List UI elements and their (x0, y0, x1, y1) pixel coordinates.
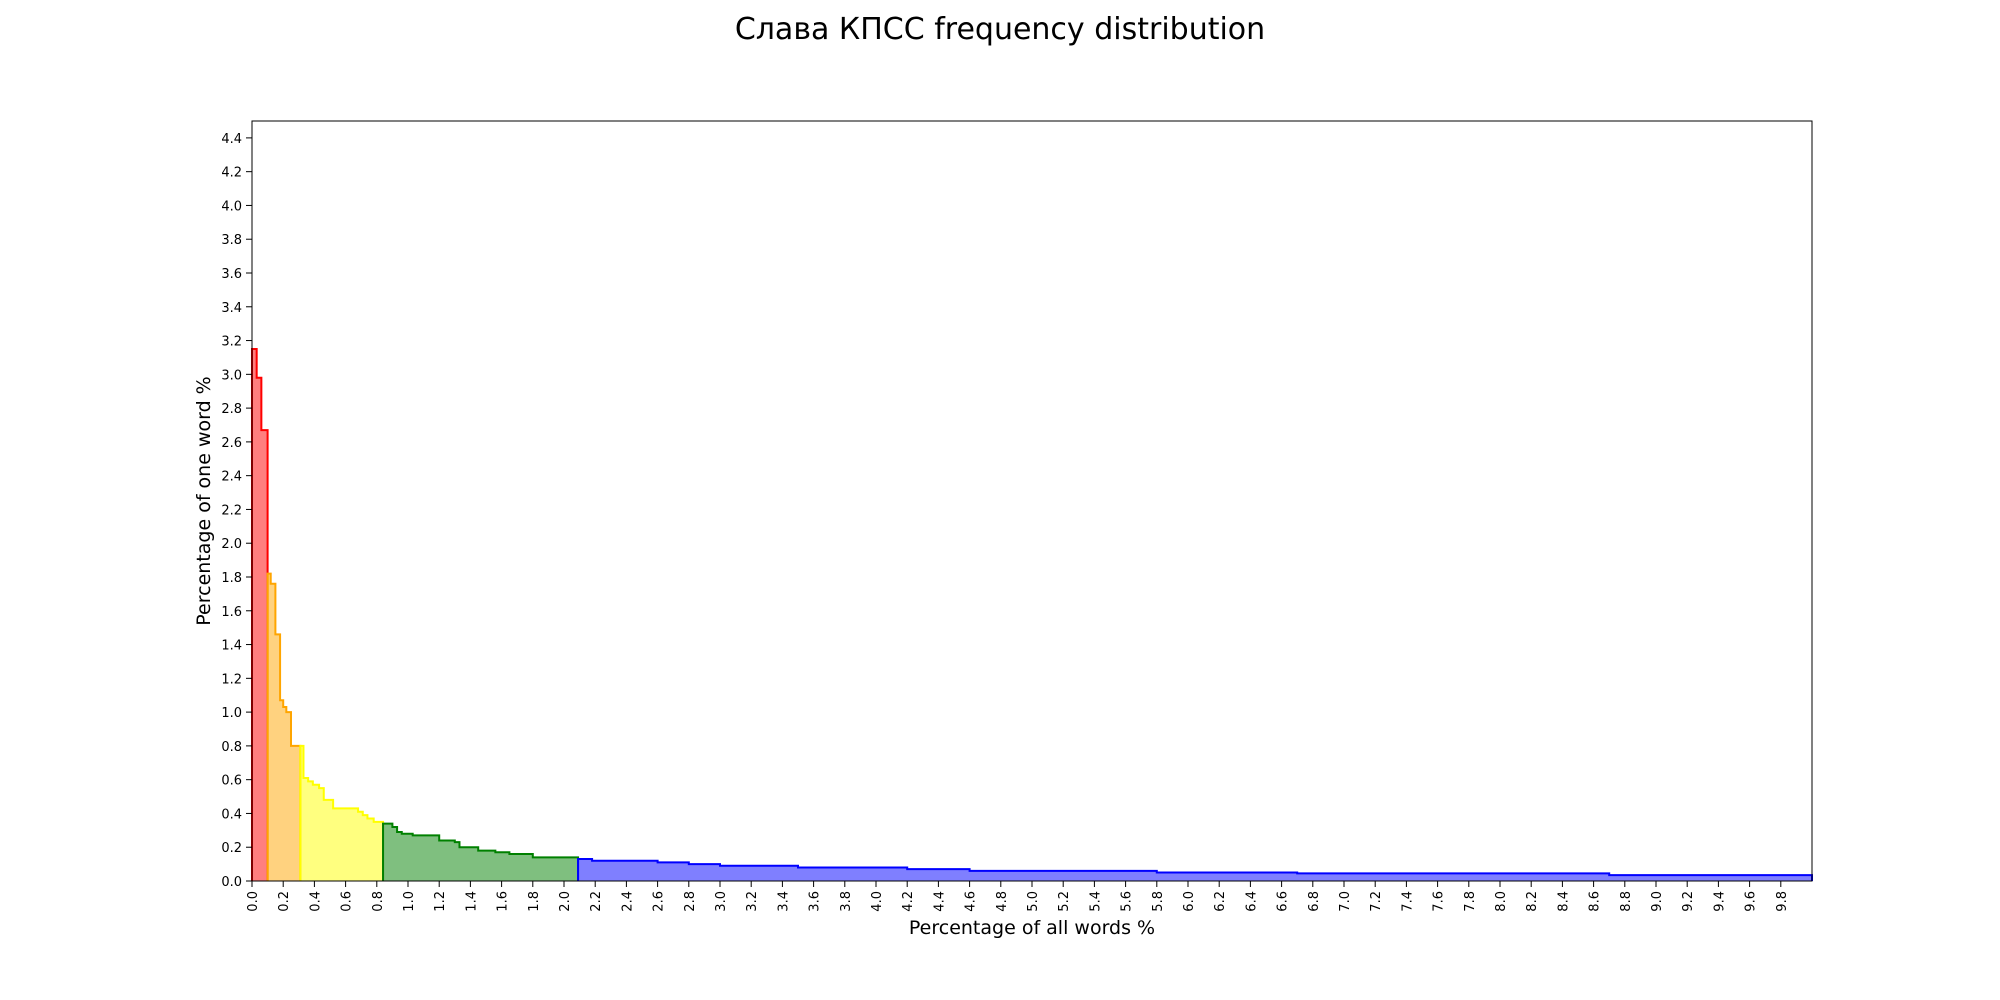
x-tick-label: 3.2 (745, 891, 760, 912)
series-4-line (577, 858, 1813, 881)
y-tick-label: 4.2 (221, 166, 242, 181)
x-tick-label: 1.8 (527, 891, 542, 912)
x-tick-label: 0.2 (277, 891, 292, 912)
series-3-line (382, 822, 580, 881)
x-tick-label: 7.6 (1432, 891, 1447, 912)
x-tick-label: 1.6 (496, 891, 511, 912)
x-tick-label: 2.8 (683, 891, 698, 912)
x-tick-label: 9.2 (1681, 891, 1696, 912)
x-tick-label: 3.0 (714, 891, 729, 912)
y-tick-label: 2.6 (221, 436, 242, 451)
y-tick-label: 1.2 (221, 672, 242, 687)
y-tick-label: 3.4 (221, 301, 242, 316)
x-axis-label: Percentage of all words % (909, 917, 1155, 939)
x-tick-label: 1.4 (464, 891, 479, 912)
y-tick-label: 2.2 (221, 503, 242, 518)
series-1-area (267, 573, 301, 881)
x-tick-label: 2.2 (589, 891, 604, 912)
x-tick-label: 5.8 (1151, 891, 1166, 912)
y-tick-label: 4.0 (221, 199, 242, 214)
x-tick-label: 7.0 (1338, 891, 1353, 912)
y-tick-label: 1.0 (221, 706, 242, 721)
x-tick-label: 8.8 (1619, 891, 1634, 912)
x-tick-label: 4.8 (995, 891, 1010, 912)
series-0-line (251, 348, 269, 881)
x-tick-label: 6.8 (1307, 891, 1322, 912)
x-tick-label: 1.2 (433, 891, 448, 912)
x-tick-label: 4.0 (870, 891, 885, 912)
series-2-area (300, 745, 384, 881)
x-tick-label: 9.6 (1744, 891, 1759, 912)
x-tick-label: 6.4 (1244, 891, 1259, 912)
x-tick-label: 7.8 (1463, 891, 1478, 912)
x-tick-label: 3.8 (839, 891, 854, 912)
y-tick-label: 0.2 (221, 841, 242, 856)
x-tick-label: 7.2 (1369, 891, 1384, 912)
x-tick-label: 9.0 (1650, 891, 1665, 912)
x-tick-label: 0.6 (340, 891, 355, 912)
x-tick-label: 9.4 (1712, 891, 1727, 912)
x-tick-label: 9.8 (1775, 891, 1790, 912)
x-tick-label: 8.4 (1556, 891, 1571, 912)
x-tick-label: 6.0 (1182, 891, 1197, 912)
x-tick-label: 8.6 (1588, 891, 1603, 912)
series-layer (251, 348, 1813, 881)
y-axis: 0.0 0.2 0.4 0.6 0.8 1.0 1.2 1.4 1.6 1.8 2.0 2.2 2.4 2… (221, 132, 252, 890)
x-tick-label: 4.4 (932, 891, 947, 912)
x-tick-label: 5.4 (1088, 891, 1103, 912)
x-tick-label: 0.0 (246, 891, 261, 912)
series-2-line (299, 744, 385, 881)
y-tick-label: 3.2 (221, 335, 242, 350)
x-tick-label: 8.2 (1525, 891, 1540, 912)
y-tick-label: 0.8 (221, 740, 242, 755)
y-tick-label: 0.4 (221, 807, 242, 822)
y-tick-label: 1.4 (221, 639, 242, 654)
series-1-line (266, 572, 302, 881)
y-tick-label: 1.8 (221, 571, 242, 586)
series-3-area (383, 823, 579, 881)
y-tick-label: 2.0 (221, 537, 242, 552)
y-tick-label: 4.4 (221, 132, 242, 147)
chart-title: Слава КПСС frequency distribution (734, 12, 1266, 47)
x-tick-label: 2.0 (558, 891, 573, 912)
x-tick-label: 0.8 (371, 891, 386, 912)
x-tick-label: 5.2 (1057, 891, 1072, 912)
x-tick-label: 1.0 (402, 891, 417, 912)
x-tick-label: 0.4 (308, 891, 323, 912)
y-tick-label: 3.6 (221, 267, 242, 282)
y-tick-label: 2.4 (221, 470, 242, 485)
plot-frame (251, 120, 1813, 882)
x-axis: 0.0 0.2 0.4 0.6 0.8 1.0 1.2 1.4 1.6 1.8 2.0 2.2 2.4 2… (246, 881, 1790, 912)
x-tick-label: 6.2 (1213, 891, 1228, 912)
series-0-area (252, 349, 268, 881)
x-tick-label: 7.4 (1400, 891, 1415, 912)
y-tick-label: 3.0 (221, 368, 242, 383)
x-tick-label: 2.6 (652, 891, 667, 912)
x-tick-label: 4.6 (964, 891, 979, 912)
y-tick-label: 0.6 (221, 774, 242, 789)
y-tick-label: 1.6 (221, 605, 242, 620)
x-tick-label: 2.4 (620, 891, 635, 912)
y-tick-label: 3.8 (221, 233, 242, 248)
x-tick-label: 5.6 (1120, 891, 1135, 912)
x-tick-label: 6.6 (1276, 891, 1291, 912)
series-4-area (578, 859, 1812, 881)
x-tick-label: 5.0 (1026, 891, 1041, 912)
x-tick-label: 4.2 (901, 891, 916, 912)
y-tick-label: 0.0 (221, 875, 242, 890)
x-tick-label: 8.0 (1494, 891, 1509, 912)
x-tick-label: 3.6 (808, 891, 823, 912)
x-tick-label: 3.4 (776, 891, 791, 912)
y-tick-label: 2.8 (221, 402, 242, 417)
y-axis-label: Percentage of one word % (193, 376, 215, 625)
